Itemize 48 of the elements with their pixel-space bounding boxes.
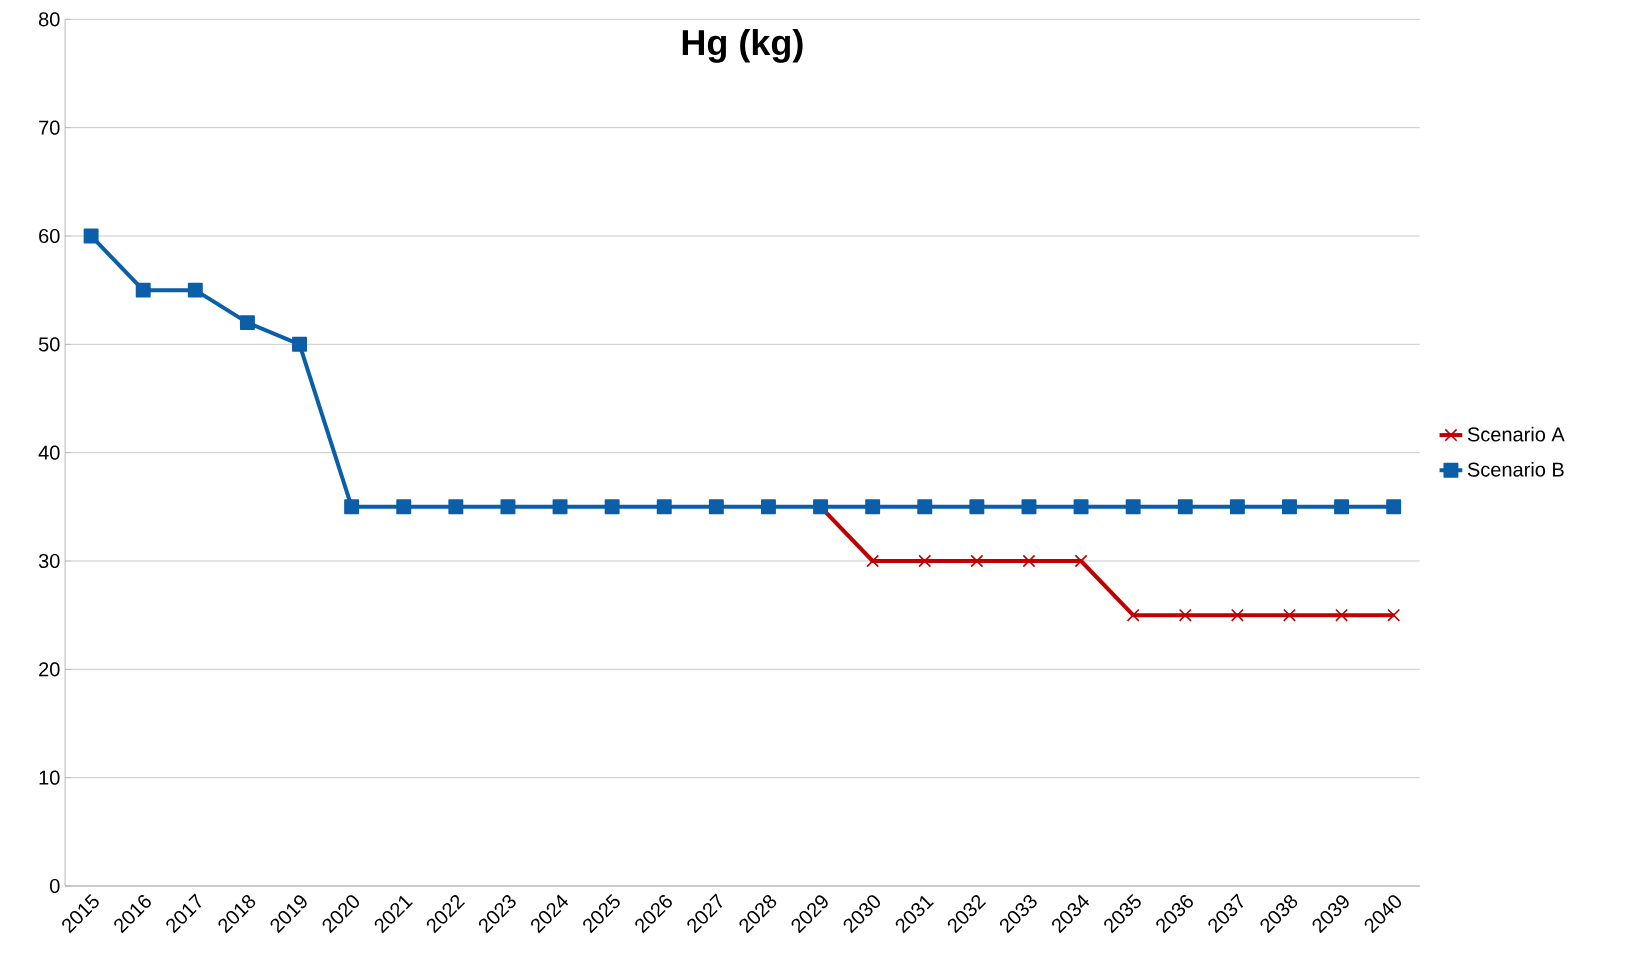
y-tick-label: 50: [38, 337, 60, 352]
y-tick-label: 20: [39, 662, 60, 677]
point: [760, 499, 776, 515]
point: [1177, 499, 1193, 515]
point: [448, 499, 464, 515]
point: [1387, 608, 1401, 622]
point: [1230, 608, 1244, 622]
y-tick-label: 80: [38, 12, 60, 27]
point: [969, 499, 985, 515]
point: [865, 499, 881, 515]
point: [187, 282, 203, 298]
y-tick-label: 0: [50, 878, 60, 894]
point: [239, 315, 255, 331]
point: [970, 554, 984, 568]
point: [917, 499, 933, 515]
point: [708, 499, 724, 515]
point: [1073, 499, 1089, 515]
point: [1229, 499, 1245, 515]
point: [135, 282, 151, 298]
y-tick-label: 40: [38, 445, 60, 460]
point: [344, 499, 360, 515]
y-tick-label: 10: [39, 770, 60, 785]
point: [1126, 608, 1140, 622]
y-tick-label: 70: [39, 120, 60, 135]
point: [292, 336, 307, 352]
point: [1282, 499, 1297, 515]
point: [866, 554, 880, 568]
point: [604, 499, 620, 515]
point: [552, 499, 568, 515]
legend-label: Scenario A: [1467, 426, 1565, 442]
chart-title: Hg (kg): [682, 29, 803, 63]
point: [1178, 608, 1192, 622]
point: [1335, 608, 1349, 622]
point: [1386, 499, 1402, 515]
point: [918, 554, 932, 568]
point: [500, 499, 516, 515]
point: [656, 499, 672, 515]
point: [1022, 554, 1036, 568]
legend-label: Scenario B: [1467, 461, 1564, 477]
point: [1334, 499, 1350, 515]
point: [1021, 499, 1037, 515]
point: [396, 499, 412, 515]
point: [1125, 499, 1141, 515]
point: [83, 228, 99, 244]
y-tick-label: 60: [39, 228, 60, 244]
y-tick-label: 30: [38, 553, 60, 569]
point: [1283, 608, 1296, 622]
point: [1074, 554, 1088, 568]
